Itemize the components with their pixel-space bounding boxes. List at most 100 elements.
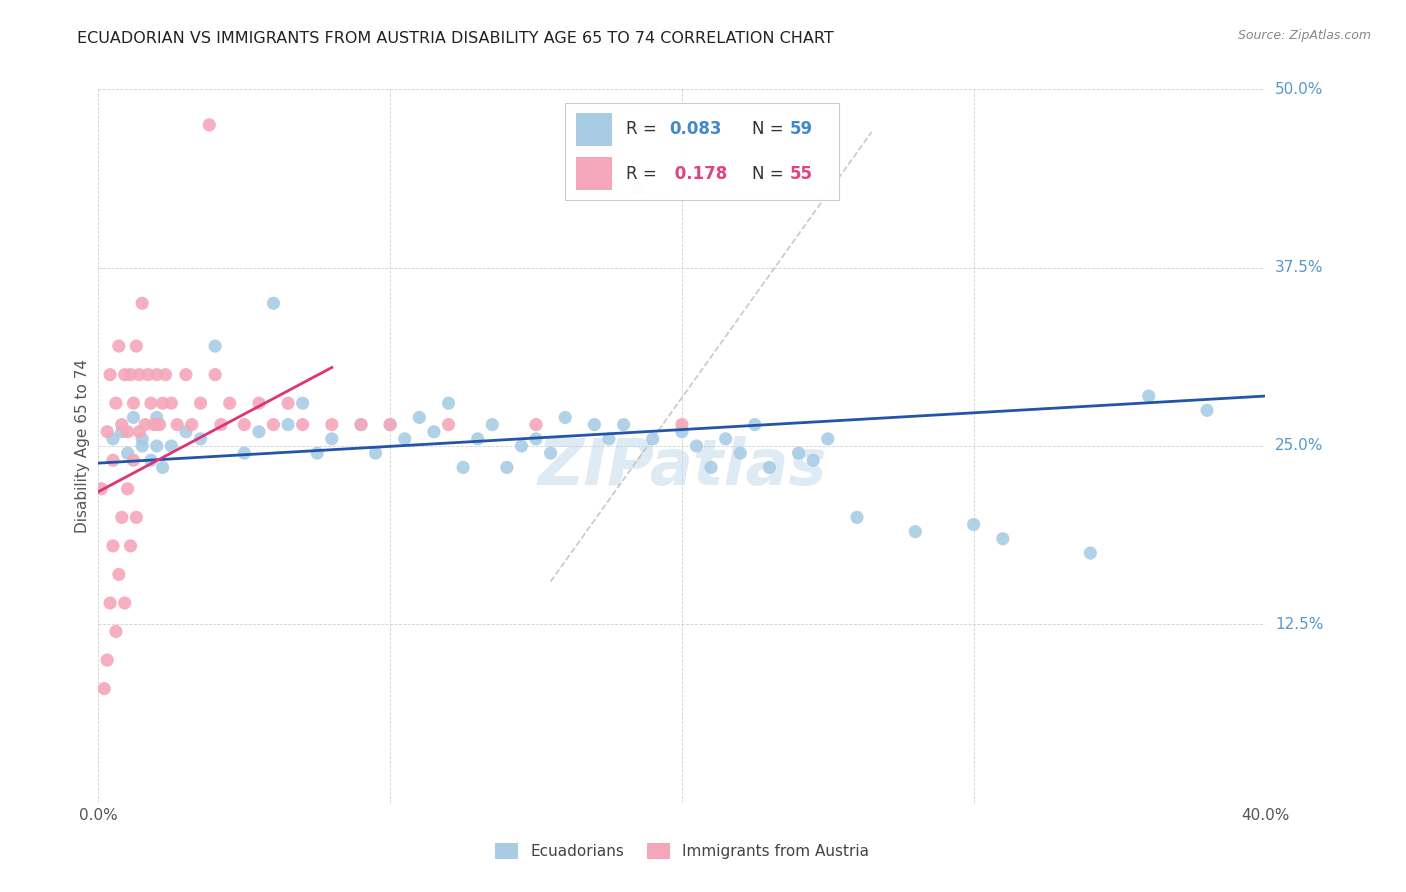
Point [160,396,183,410]
Point [423,425,446,439]
Point [198,118,221,132]
Point [321,417,343,432]
Point [209,417,232,432]
Point [1137,389,1160,403]
Point [817,432,839,446]
Point [277,396,299,410]
Point [394,432,416,446]
Point [111,510,134,524]
Point [204,368,226,382]
Point [122,396,145,410]
Point [350,417,373,432]
Point [408,410,430,425]
Point [90,482,112,496]
Point [685,439,707,453]
Point [136,368,159,382]
Text: 25.0%: 25.0% [1275,439,1323,453]
Point [134,417,156,432]
Point [122,453,145,467]
Point [125,510,148,524]
Point [146,417,169,432]
Point [160,439,183,453]
Point [801,453,824,467]
Point [364,446,387,460]
Point [321,432,343,446]
Point [350,417,373,432]
Point [700,460,723,475]
Point [180,417,202,432]
Text: ZIPatlas: ZIPatlas [537,436,827,499]
Point [467,432,489,446]
Point [233,417,256,432]
Y-axis label: Disability Age 65 to 74: Disability Age 65 to 74 [75,359,90,533]
Point [108,567,131,582]
Point [496,460,519,475]
Point [152,396,174,410]
Text: 37.5%: 37.5% [1275,260,1323,275]
Point [131,296,153,310]
Point [117,482,139,496]
Point [146,368,169,382]
Point [380,417,402,432]
Point [437,417,460,432]
Point [247,425,270,439]
Point [554,410,576,425]
Point [101,432,124,446]
Point [437,396,460,410]
Point [904,524,927,539]
Point [380,417,402,432]
Point [139,396,162,410]
Point [641,432,664,446]
Point [524,417,547,432]
Point [125,339,148,353]
Point [114,596,136,610]
Point [117,425,139,439]
Text: 12.5%: 12.5% [1275,617,1323,632]
Point [671,425,693,439]
Point [114,368,136,382]
Point [96,653,118,667]
Point [166,417,188,432]
Point [262,296,284,310]
Point [510,439,533,453]
Point [1195,403,1218,417]
Text: 50.0%: 50.0% [1275,82,1323,96]
Point [233,446,256,460]
Point [108,339,131,353]
Point [128,368,150,382]
Point [524,432,547,446]
Point [96,425,118,439]
Point [787,446,810,460]
Point [139,453,162,467]
Point [174,368,197,382]
Point [262,417,284,432]
Point [627,182,650,196]
Point [98,596,121,610]
Point [120,539,142,553]
Point [291,396,314,410]
Point [146,439,169,453]
Text: ECUADORIAN VS IMMIGRANTS FROM AUSTRIA DISABILITY AGE 65 TO 74 CORRELATION CHART: ECUADORIAN VS IMMIGRANTS FROM AUSTRIA DI… [77,31,834,46]
Point [481,417,503,432]
Point [131,432,153,446]
Point [846,510,869,524]
Point [101,453,124,467]
Point [598,432,620,446]
Point [122,410,145,425]
Point [155,368,177,382]
Point [131,439,153,453]
Point [204,339,226,353]
Point [149,417,172,432]
Point [152,460,174,475]
Point [758,460,780,475]
Point [714,432,737,446]
Point [146,410,169,425]
Point [307,446,329,460]
Point [190,432,212,446]
Point [540,446,562,460]
Point [1080,546,1102,560]
Legend: Ecuadorians, Immigrants from Austria: Ecuadorians, Immigrants from Austria [495,844,869,859]
Point [111,417,134,432]
Point [111,425,134,439]
Point [174,425,197,439]
